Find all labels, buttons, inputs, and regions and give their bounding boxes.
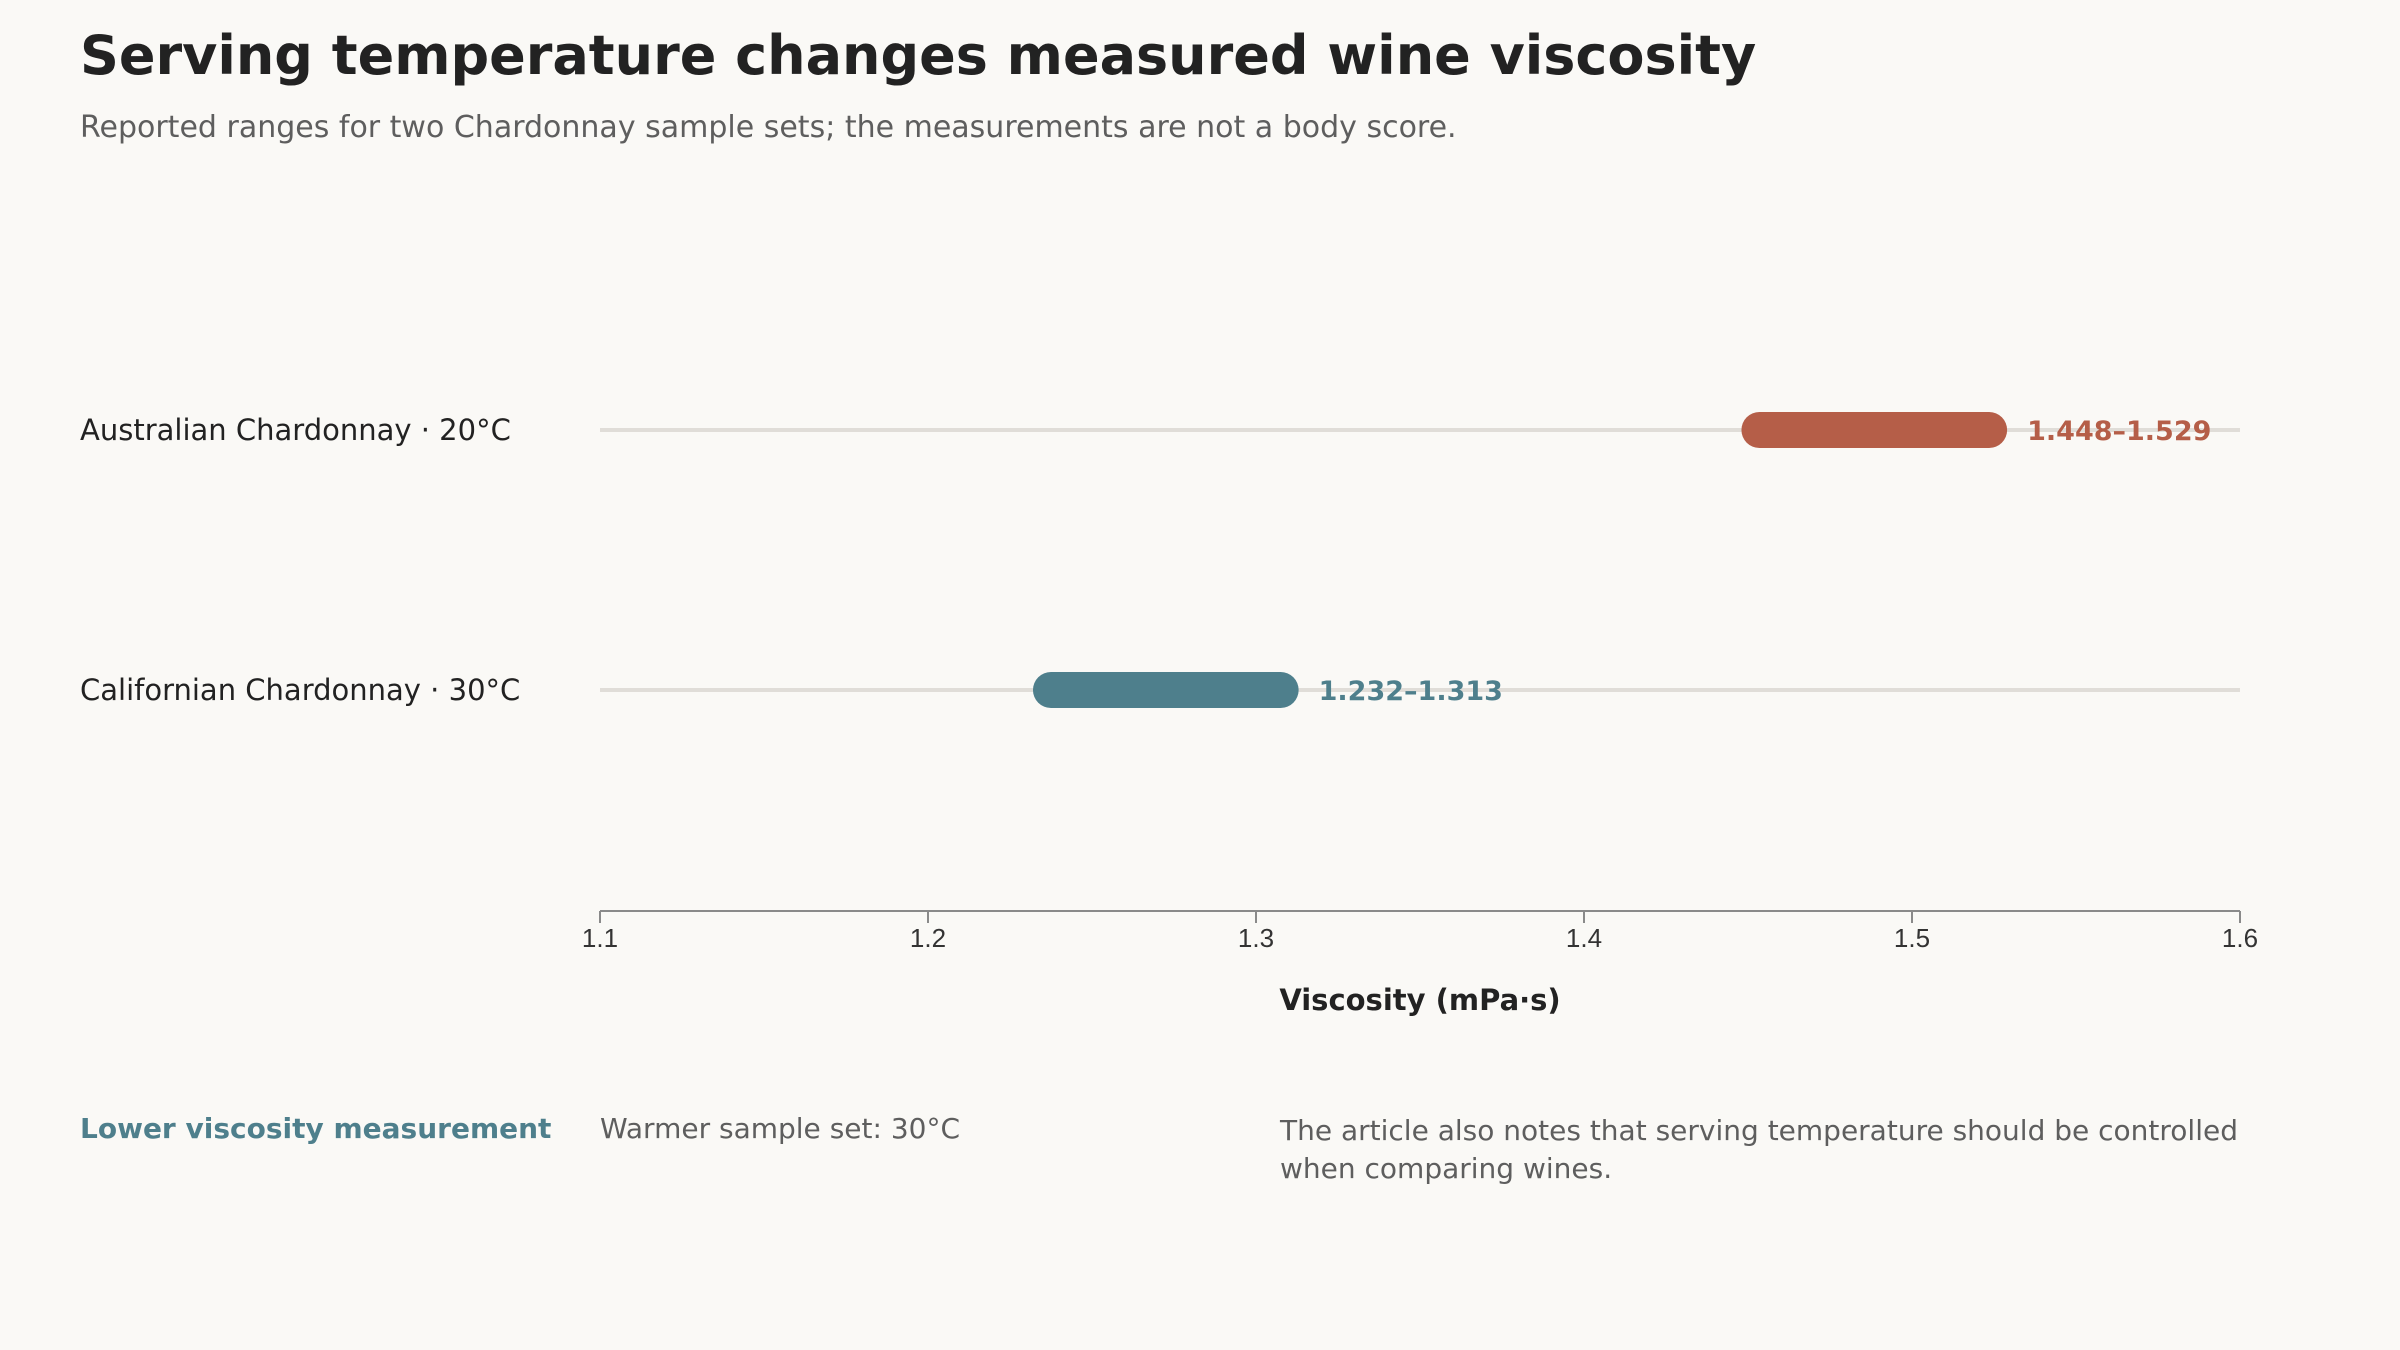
x-tick-label: 1.2 <box>910 923 946 953</box>
footer-highlight: Lower viscosity measurement <box>80 1112 552 1145</box>
range-bar <box>1741 412 2008 448</box>
chart-title: Serving temperature changes measured win… <box>80 24 1757 87</box>
range-bar <box>1032 672 1299 708</box>
row-label: Californian Chardonnay · 30°C <box>80 673 520 707</box>
range-value-label: 1.232–1.313 <box>1319 676 1503 707</box>
chart-subtitle: Reported ranges for two Chardonnay sampl… <box>80 110 1457 145</box>
x-tick-label: 1.3 <box>1238 923 1274 953</box>
footer-detail: Warmer sample set: 30°C <box>600 1112 960 1145</box>
x-tick-label: 1.6 <box>2222 923 2258 953</box>
range-value-label: 1.448–1.529 <box>2027 416 2211 447</box>
x-tick-label: 1.5 <box>1894 923 1930 953</box>
row-label: Australian Chardonnay · 20°C <box>80 413 511 447</box>
x-axis-title: Viscosity (mPa·s) <box>1279 983 1560 1017</box>
x-tick-label: 1.1 <box>582 923 618 953</box>
x-tick-label: 1.4 <box>1566 923 1602 953</box>
footer-note: The article also notes that serving temp… <box>1280 1114 2238 1185</box>
